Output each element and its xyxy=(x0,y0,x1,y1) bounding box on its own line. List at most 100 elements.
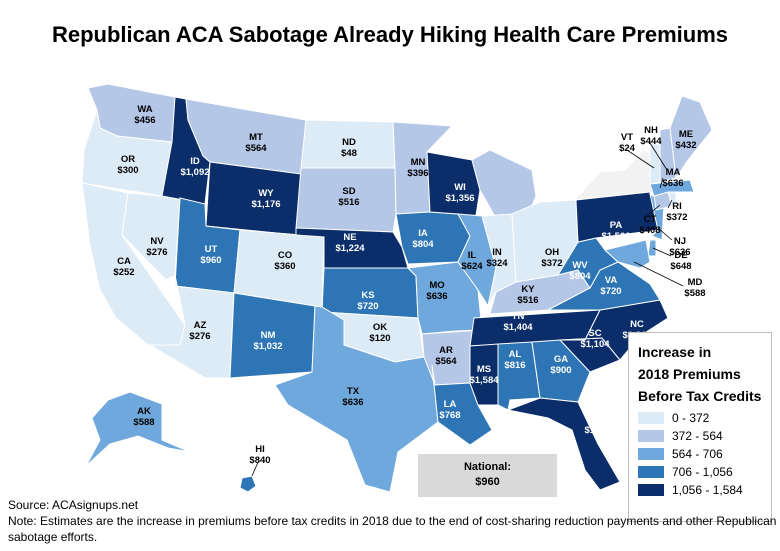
states-layer xyxy=(81,83,713,493)
leader-line-ct xyxy=(647,204,661,216)
state-code-label: DE xyxy=(674,250,687,261)
legend-swatch xyxy=(638,430,664,442)
state-value-label: $300 xyxy=(117,165,138,176)
state-value-label: $804 xyxy=(412,239,434,250)
state-ms xyxy=(469,343,499,406)
legend-item: 0 - 372 xyxy=(638,411,771,425)
state-de xyxy=(647,239,657,257)
state-code-label: WA xyxy=(137,104,152,115)
legend-range-label: 372 - 564 xyxy=(672,429,723,443)
legend-title-line: 2018 Premiums xyxy=(638,366,741,382)
state-code-label: LA xyxy=(444,399,457,410)
legend-item: 706 - 1,056 xyxy=(638,465,771,479)
legend-range-label: 1,056 - 1,584 xyxy=(672,483,743,497)
state-code-label: UT xyxy=(205,244,218,255)
national-value: $960 xyxy=(475,476,500,488)
legend-title-line: Increase in xyxy=(638,344,712,360)
state-code-label: RI xyxy=(672,201,682,212)
state-code-label: PA xyxy=(610,220,623,231)
state-code-label: WI xyxy=(454,182,466,193)
state-value-label: $456 xyxy=(134,115,155,126)
state-code-label: IN xyxy=(492,247,502,258)
state-value-label: $624 xyxy=(461,261,483,272)
state-code-label: AR xyxy=(439,345,453,356)
state-code-label: TN xyxy=(512,311,525,322)
state-code-label: NH xyxy=(644,125,658,136)
legend-range-label: 0 - 372 xyxy=(672,411,710,425)
state-value-label: $1,032 xyxy=(253,341,282,352)
state-value-label: $396 xyxy=(407,168,428,179)
state-wv xyxy=(556,237,619,289)
state-value-label: $276 xyxy=(189,331,210,342)
state-me xyxy=(669,95,713,180)
state-code-label: AL xyxy=(509,349,522,360)
state-code-label: HI xyxy=(255,444,265,455)
source-text: Source: ACAsignups.net xyxy=(8,498,139,512)
state-value-label: $636 xyxy=(426,291,447,302)
state-value-label: $900 xyxy=(550,365,571,376)
note-text: Note: Estimates are the increase in prem… xyxy=(8,514,777,544)
state-sd xyxy=(295,167,397,233)
state-value-label: $1,104 xyxy=(580,339,610,350)
state-vt xyxy=(649,143,661,185)
state-value-label: $720 xyxy=(600,286,621,297)
legend-range-label: 564 - 706 xyxy=(672,447,723,461)
state-code-label: MA xyxy=(666,167,681,178)
state-value-label: $48 xyxy=(341,148,357,159)
state-ia xyxy=(395,211,471,265)
state-value-label: $804 xyxy=(569,271,591,282)
state-value-label: $24 xyxy=(619,143,636,154)
legend-swatch xyxy=(638,448,664,460)
legend: Increase in 2018 Premiums Before Tax Cre… xyxy=(628,332,772,522)
leader-line-de xyxy=(652,247,672,257)
state-code-label: NJ xyxy=(674,236,686,247)
state-code-label: NC xyxy=(630,319,644,330)
state-labels-layer: WA$456OR$300CA$252NV$276ID$1,092MT$564WY… xyxy=(113,104,705,466)
state-value-label: $648 xyxy=(670,261,691,272)
state-tx xyxy=(274,305,439,493)
leader-line-nj xyxy=(657,227,673,241)
state-code-label: MO xyxy=(429,280,444,291)
legend-title: Increase in 2018 Premiums Before Tax Cre… xyxy=(629,333,771,407)
state-code-label: MD xyxy=(688,277,703,288)
state-code-label: MT xyxy=(249,132,263,143)
leader-line-hi xyxy=(251,459,260,477)
state-code-label: SC xyxy=(588,328,601,339)
state-code-label: KS xyxy=(361,290,374,301)
state-value-label: $1,272 xyxy=(584,425,613,436)
state-code-label: AK xyxy=(137,406,151,417)
state-value-label: $444 xyxy=(640,136,662,147)
state-value-label: $516 xyxy=(338,197,359,208)
state-value-label: $1,356 xyxy=(445,193,474,204)
state-code-label: WY xyxy=(258,188,274,199)
state-value-label: $1,500 xyxy=(601,231,630,242)
state-value-label: $816 xyxy=(504,360,525,371)
state-fl xyxy=(506,397,621,491)
state-value-label: $516 xyxy=(517,295,538,306)
state-value-label: $120 xyxy=(369,333,390,344)
callout-leader-lines xyxy=(251,142,684,477)
state-value-label: $1,176 xyxy=(251,199,280,210)
state-value-label: $588 xyxy=(684,288,705,299)
state-ak xyxy=(85,391,191,467)
legend-swatch xyxy=(638,484,664,496)
state-md xyxy=(603,239,651,269)
state-value-label: $276 xyxy=(146,247,167,258)
state-code-label: MN xyxy=(411,157,426,168)
state-code-label: VT xyxy=(621,132,633,143)
state-value-label: $408 xyxy=(639,225,660,236)
state-pa xyxy=(575,191,659,243)
state-az xyxy=(148,274,235,379)
legend-item: 1,056 - 1,584 xyxy=(638,483,771,497)
state-value-label: $372 xyxy=(541,258,562,269)
leader-line-ri xyxy=(667,199,673,209)
state-code-label: FL xyxy=(593,414,605,425)
state-code-label: OR xyxy=(121,154,135,165)
state-value-label: $564 xyxy=(245,143,267,154)
state-value-label: $768 xyxy=(439,410,460,421)
state-value-label: $1,584 xyxy=(469,375,499,386)
state-code-label: CT xyxy=(644,214,657,225)
legend-swatch xyxy=(638,466,664,478)
state-code-label: SD xyxy=(342,186,355,197)
